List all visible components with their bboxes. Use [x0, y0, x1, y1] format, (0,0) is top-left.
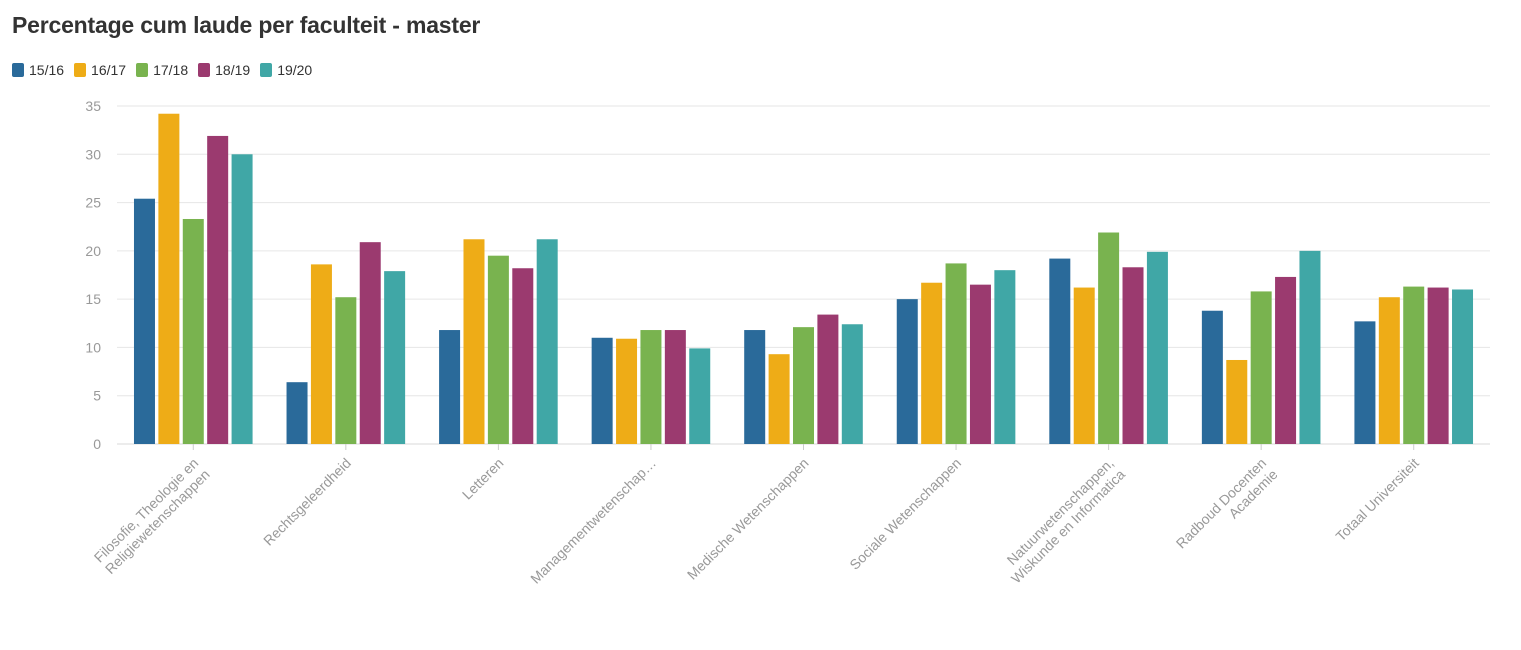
legend-swatch — [74, 63, 87, 77]
x-tick-label: Rechtsgeleerdheid — [260, 455, 354, 549]
legend-label: 19/20 — [277, 62, 313, 78]
bar[interactable] — [1201, 310, 1223, 444]
bar[interactable] — [487, 255, 509, 444]
y-tick-label: 5 — [93, 388, 101, 404]
bar[interactable] — [1403, 286, 1425, 444]
bar[interactable] — [439, 330, 461, 444]
x-tick-label: Letteren — [459, 455, 507, 503]
bar[interactable] — [1299, 250, 1321, 444]
bar[interactable] — [921, 282, 943, 444]
legend-swatch — [198, 63, 211, 77]
bar[interactable] — [896, 299, 918, 444]
y-tick-label: 30 — [85, 146, 101, 162]
bar[interactable] — [640, 330, 662, 444]
bar[interactable] — [744, 330, 766, 444]
x-tick-label: Totaal Universiteit — [1332, 455, 1422, 545]
y-tick-label: 15 — [85, 291, 101, 307]
bar[interactable] — [841, 324, 863, 444]
y-tick-label: 20 — [85, 243, 101, 259]
legend-label: 15/16 — [29, 62, 65, 78]
bar[interactable] — [207, 135, 229, 445]
y-tick-label: 25 — [85, 195, 101, 211]
bar[interactable] — [591, 337, 613, 444]
legend-item-17-18[interactable]: 17/18 — [136, 62, 188, 78]
bar[interactable] — [817, 314, 839, 444]
legend-label: 17/18 — [153, 62, 189, 78]
bar[interactable] — [536, 239, 558, 444]
x-tick-label: Natuurwetenschappen,Wiskunde en Informat… — [996, 455, 1128, 587]
bar[interactable] — [1354, 321, 1376, 444]
x-tick-label: Sociale Wetenschappen — [846, 455, 964, 573]
bar[interactable] — [182, 218, 204, 444]
bar[interactable] — [969, 284, 991, 444]
bar[interactable] — [768, 354, 790, 444]
bar[interactable] — [1275, 276, 1297, 444]
bar[interactable] — [286, 382, 308, 444]
bar[interactable] — [463, 239, 485, 444]
x-tick-label: Medische Wetenschappen — [684, 455, 812, 583]
x-tick-label: Filosofie, Theologie enReligiewetenschap… — [90, 455, 212, 577]
bar[interactable] — [1122, 267, 1144, 444]
bar[interactable] — [616, 338, 638, 444]
legend-item-16-17[interactable]: 16/17 — [74, 62, 126, 78]
bar[interactable] — [1427, 287, 1449, 444]
legend-swatch — [136, 63, 149, 77]
bar[interactable] — [1073, 287, 1095, 444]
bar[interactable] — [664, 330, 686, 444]
bar[interactable] — [335, 297, 357, 444]
y-tick-label: 0 — [93, 436, 101, 452]
bar[interactable] — [133, 198, 155, 444]
y-tick-label: 10 — [85, 339, 101, 355]
bar[interactable] — [1226, 359, 1248, 444]
bar[interactable] — [310, 264, 332, 444]
legend-label: 18/19 — [215, 62, 251, 78]
bar[interactable] — [1452, 289, 1474, 444]
legend-swatch — [12, 63, 24, 77]
legend-item-15-16[interactable]: 15/16 — [12, 62, 64, 78]
x-tick-label: Managementwetenschap… — [527, 455, 659, 587]
legend-item-19-20[interactable]: 19/20 — [260, 62, 312, 78]
bar[interactable] — [1146, 251, 1168, 444]
bar[interactable] — [994, 270, 1016, 444]
bar[interactable] — [1250, 291, 1272, 444]
legend: 15/16 16/17 17/18 18/19 19/20 — [12, 62, 322, 78]
bar[interactable] — [793, 327, 814, 444]
bar[interactable] — [512, 268, 534, 444]
bar[interactable] — [359, 242, 381, 444]
legend-label: 16/17 — [91, 62, 127, 78]
chart-title: Percentage cum laude per faculteit - mas… — [12, 12, 481, 38]
x-tick-label: Radboud DocentenAcademie — [1173, 455, 1281, 563]
bar[interactable] — [1049, 258, 1071, 444]
y-tick-label: 35 — [85, 98, 101, 114]
legend-swatch — [260, 63, 273, 77]
bar[interactable] — [1098, 232, 1120, 444]
bar[interactable] — [384, 271, 406, 444]
bar[interactable] — [1378, 297, 1400, 444]
bar[interactable] — [689, 348, 711, 444]
bar[interactable] — [231, 154, 253, 445]
bar[interactable] — [945, 263, 967, 444]
bar[interactable] — [158, 113, 180, 445]
legend-item-18-19[interactable]: 18/19 — [198, 62, 250, 78]
